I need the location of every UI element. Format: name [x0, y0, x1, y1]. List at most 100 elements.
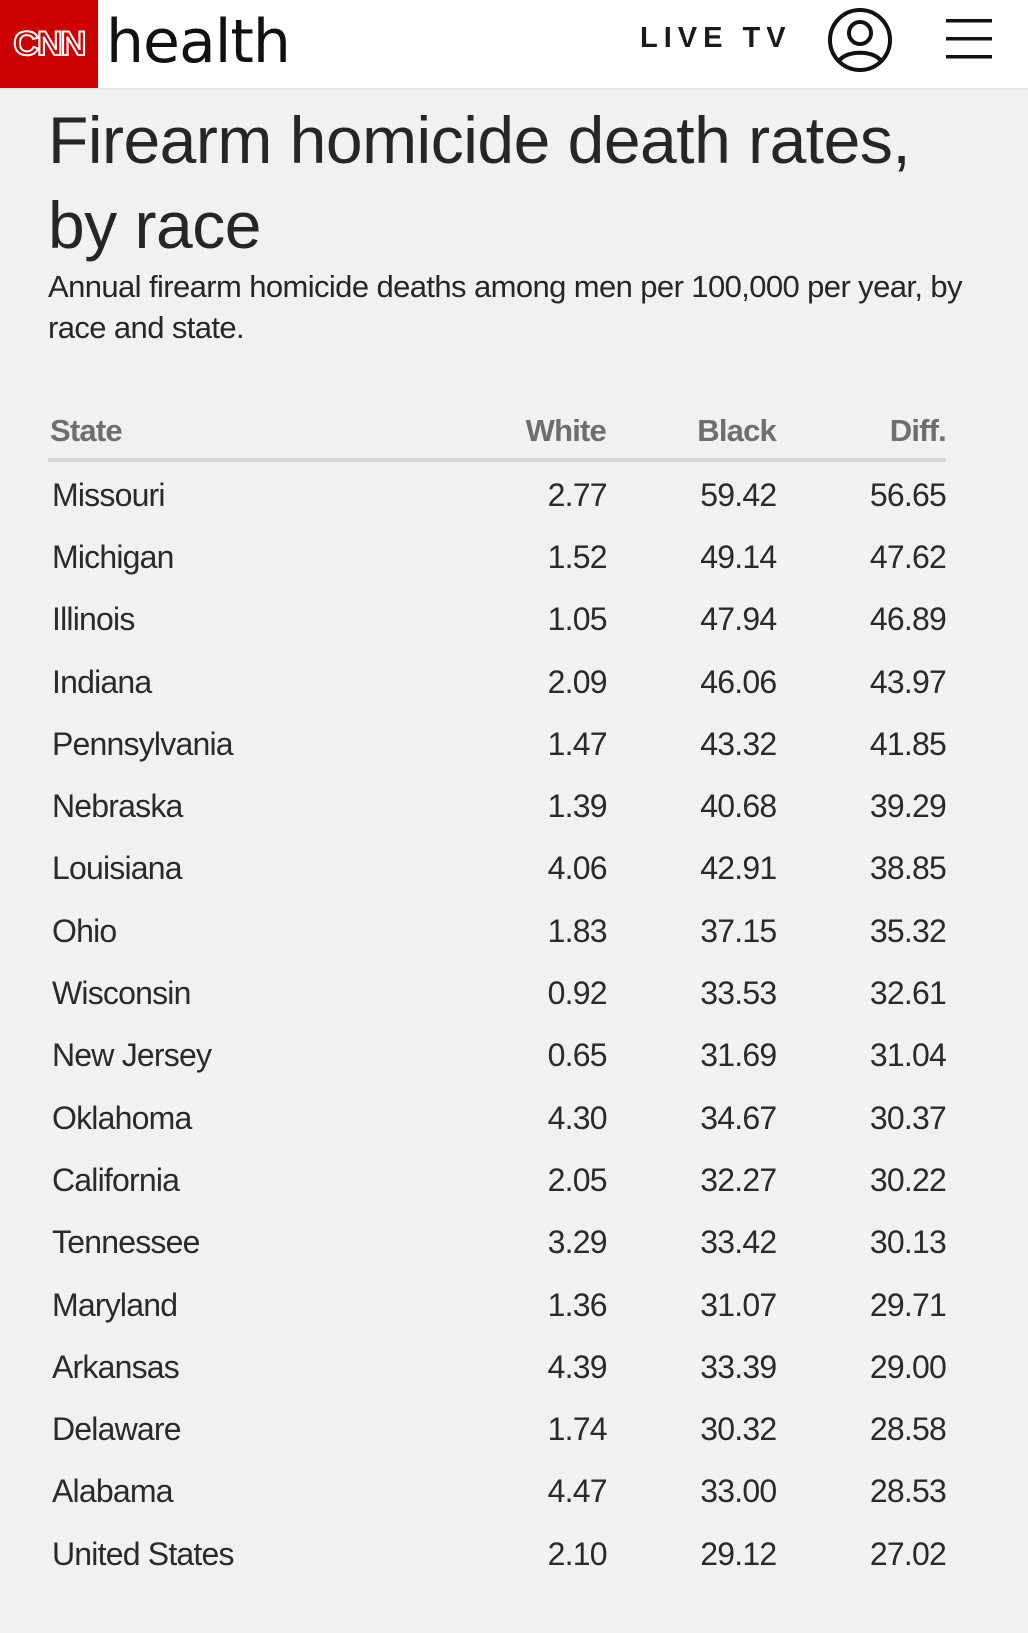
section-name-health[interactable]: health	[106, 7, 291, 77]
diff-cell: 38.85	[869, 850, 947, 887]
site-header: CNN health LIVE TV	[0, 0, 1028, 90]
black-rate-cell: 37.15	[700, 912, 777, 949]
black-rate-cell: 30.32	[700, 1411, 777, 1448]
diff-cell: 31.04	[869, 1037, 947, 1074]
diff-cell: 30.22	[869, 1161, 947, 1198]
state-cell: Michigan	[52, 538, 174, 575]
diff-cell: 56.65	[869, 476, 947, 513]
table-row: Arkansas 4.39 33.39 29.00	[48, 1336, 947, 1398]
state-cell: Illinois	[52, 601, 135, 638]
state-cell: Nebraska	[52, 788, 183, 825]
cnn-logo[interactable]: CNN	[0, 0, 98, 88]
black-rate-cell: 46.06	[700, 663, 777, 700]
table-row: New Jersey 0.65 31.69 31.04	[48, 1025, 947, 1087]
state-cell: Tennessee	[52, 1224, 200, 1261]
table-row: Ohio 1.83 37.15 35.32	[48, 900, 947, 962]
white-rate-cell: 2.09	[547, 663, 608, 700]
table-row: California 2.05 32.27 30.22	[48, 1149, 947, 1211]
state-cell: Arkansas	[52, 1348, 180, 1385]
black-rate-cell: 34.67	[700, 1099, 777, 1136]
black-rate-cell: 33.53	[700, 975, 777, 1012]
black-rate-cell: 31.69	[700, 1037, 777, 1074]
table-row: Illinois 1.05 47.94 46.89	[48, 589, 947, 651]
column-header-black[interactable]: Black	[697, 413, 777, 448]
column-header-state[interactable]: State	[50, 413, 123, 448]
state-cell: Louisiana	[52, 850, 183, 887]
black-rate-cell: 33.00	[700, 1473, 777, 1510]
table-row: Delaware 1.74 30.32 28.58	[48, 1398, 947, 1460]
diff-cell: 32.61	[869, 975, 947, 1012]
white-rate-cell: 2.05	[547, 1161, 608, 1198]
white-rate-cell: 4.39	[547, 1348, 608, 1385]
table-row: Nebraska 1.39 40.68 39.29	[48, 775, 947, 837]
state-cell: United States	[52, 1535, 235, 1572]
white-rate-cell: 4.06	[547, 850, 608, 887]
table-row: Maryland 1.36 31.07 29.71	[48, 1274, 947, 1336]
white-rate-cell: 2.10	[547, 1535, 608, 1572]
state-cell: Delaware	[52, 1411, 182, 1448]
state-cell: California	[52, 1161, 180, 1198]
black-rate-cell: 33.42	[700, 1224, 777, 1261]
cnn-logo-text: CNN	[12, 24, 87, 64]
hamburger-menu-icon[interactable]	[944, 14, 994, 62]
black-rate-cell: 59.42	[700, 476, 777, 513]
article-subtitle: Annual firearm homicide deaths among men…	[48, 269, 963, 345]
live-tv-link[interactable]: LIVE TV	[640, 22, 792, 54]
state-cell: Wisconsin	[52, 975, 191, 1012]
diff-cell: 47.62	[869, 538, 947, 575]
black-rate-cell: 42.91	[700, 850, 777, 887]
white-rate-cell: 1.39	[547, 788, 608, 825]
white-rate-cell: 1.74	[547, 1411, 608, 1448]
table-row: Louisiana 4.06 42.91 38.85	[48, 838, 947, 900]
table-row: Oklahoma 4.30 34.67 30.37	[48, 1087, 947, 1149]
black-rate-cell: 47.94	[700, 601, 777, 638]
black-rate-cell: 43.32	[700, 725, 777, 762]
diff-cell: 29.00	[869, 1348, 947, 1385]
state-cell: Pennsylvania	[52, 725, 234, 762]
state-cell: Maryland	[52, 1286, 178, 1323]
white-rate-cell: 1.05	[547, 601, 608, 638]
column-header-white[interactable]: White	[525, 413, 607, 448]
black-rate-cell: 49.14	[700, 538, 777, 575]
white-rate-cell: 4.30	[547, 1099, 608, 1136]
table-row: Wisconsin 0.92 33.53 32.61	[48, 962, 947, 1024]
white-rate-cell: 1.36	[547, 1286, 608, 1323]
table-row: Pennsylvania 1.47 43.32 41.85	[48, 713, 947, 775]
black-rate-cell: 33.39	[700, 1348, 777, 1385]
column-header-diff[interactable]: Diff.	[889, 413, 947, 448]
diff-cell: 28.58	[869, 1411, 947, 1448]
state-cell: Oklahoma	[52, 1099, 192, 1136]
table-row: Alabama 4.47 33.00 28.53	[48, 1461, 947, 1523]
white-rate-cell: 1.52	[547, 538, 608, 575]
diff-cell: 27.02	[869, 1535, 947, 1572]
diff-cell: 41.85	[869, 725, 947, 762]
table-row: Tennessee 3.29 33.42 30.13	[48, 1212, 947, 1274]
state-cell: Ohio	[52, 912, 117, 949]
white-rate-cell: 1.47	[547, 725, 608, 762]
table-row: United States 2.10 29.12 27.02	[48, 1523, 947, 1585]
diff-cell: 30.13	[869, 1224, 947, 1261]
diff-cell: 29.71	[869, 1286, 947, 1323]
table-row: Michigan 1.52 49.14 47.62	[48, 526, 947, 588]
state-cell: Alabama	[52, 1473, 174, 1510]
diff-cell: 46.89	[869, 601, 947, 638]
white-rate-cell: 1.83	[547, 912, 608, 949]
state-cell: Missouri	[52, 476, 166, 513]
diff-cell: 28.53	[869, 1473, 947, 1510]
state-cell: New Jersey	[52, 1037, 212, 1074]
diff-cell: 43.97	[869, 663, 947, 700]
state-cell: Indiana	[52, 663, 152, 700]
white-rate-cell: 4.47	[547, 1473, 608, 1510]
diff-cell: 35.32	[869, 912, 947, 949]
table-row: Missouri 2.77 59.42 56.65	[48, 464, 947, 526]
white-rate-cell: 0.92	[547, 975, 608, 1012]
table-row: Indiana 2.09 46.06 43.97	[48, 651, 947, 713]
table-body: Missouri 2.77 59.42 56.65 Michigan 1.52 49.14 4…	[48, 464, 947, 1585]
black-rate-cell: 31.07	[700, 1286, 777, 1323]
homicide-rates-table: State White Black Diff. Missouri 2.77 59.4…	[48, 404, 947, 1585]
table-header: State White Black Diff.	[48, 404, 947, 462]
user-account-icon[interactable]	[826, 6, 894, 74]
black-rate-cell: 29.12	[700, 1535, 777, 1572]
diff-cell: 39.29	[869, 788, 947, 825]
white-rate-cell: 0.65	[547, 1037, 608, 1074]
